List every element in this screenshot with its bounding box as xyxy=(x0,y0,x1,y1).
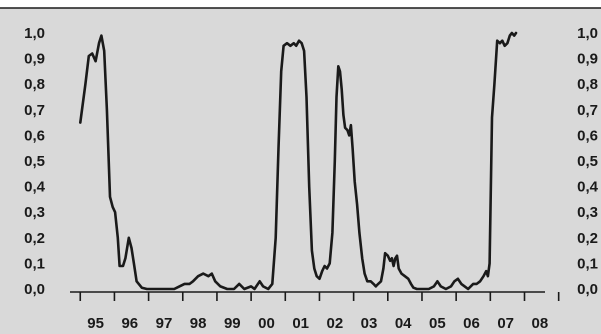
x-axis: 95 96 97 98 99 00 01 02 03 04 05 06 07 08 xyxy=(79,292,560,332)
x-tick-label: 08 xyxy=(532,315,549,332)
y-tick-label-left: 0,1 xyxy=(24,255,45,272)
y-tick-label-left: 0,6 xyxy=(24,127,45,144)
left-y-axis: 0,0 0,1 0,2 0,3 0,4 0,5 0,6 0,7 0,8 0,9 1,0 xyxy=(24,25,46,298)
x-tick-label: 97 xyxy=(156,315,173,332)
y-tick-label-right: 0,1 xyxy=(577,255,598,272)
y-tick-label-left: 0,2 xyxy=(24,230,45,247)
y-tick-label-left: 0,8 xyxy=(24,76,45,93)
y-tick-label-right: 0,9 xyxy=(577,51,598,68)
chart-background xyxy=(0,8,601,334)
y-tick-label-right: 0,8 xyxy=(577,76,598,93)
x-tick-label: 06 xyxy=(463,315,480,332)
x-tick-label: 99 xyxy=(224,315,241,332)
y-tick-label-right: 0,7 xyxy=(577,102,598,119)
y-tick-label-left: 1,0 xyxy=(24,25,45,42)
y-tick-label-left: 0,5 xyxy=(24,153,45,170)
y-tick-label-left: 0,4 xyxy=(24,179,46,196)
x-tick-label: 04 xyxy=(395,315,412,332)
x-tick-label: 03 xyxy=(361,315,378,332)
right-y-axis: 0,0 0,1 0,2 0,3 0,4 0,5 0,6 0,7 0,8 0,9 1,0 xyxy=(577,25,599,298)
y-tick-label-right: 0,6 xyxy=(577,127,598,144)
y-tick-label-left: 0,7 xyxy=(24,102,45,119)
x-tick-label: 96 xyxy=(121,315,138,332)
y-tick-label-left: 0,3 xyxy=(24,204,45,221)
y-tick-label-right: 1,0 xyxy=(577,25,598,42)
y-tick-label-right: 0,2 xyxy=(577,230,598,247)
x-tick-label: 98 xyxy=(190,315,207,332)
x-tick-label: 07 xyxy=(497,315,514,332)
y-tick-label-right: 0,4 xyxy=(577,179,599,196)
x-tick-label: 01 xyxy=(292,315,309,332)
x-tick-label: 02 xyxy=(326,315,343,332)
y-tick-label-right: 0,3 xyxy=(577,204,598,221)
y-tick-label-left: 0,9 xyxy=(24,51,45,68)
y-tick-label-right: 0,5 xyxy=(577,153,598,170)
x-tick-label: 05 xyxy=(429,315,446,332)
y-tick-label-right: 0,0 xyxy=(577,281,598,298)
x-tick-label: 00 xyxy=(258,315,275,332)
series-line xyxy=(79,31,518,291)
x-tick-label: 95 xyxy=(87,315,104,332)
y-tick-label-left: 0,0 xyxy=(24,281,45,298)
